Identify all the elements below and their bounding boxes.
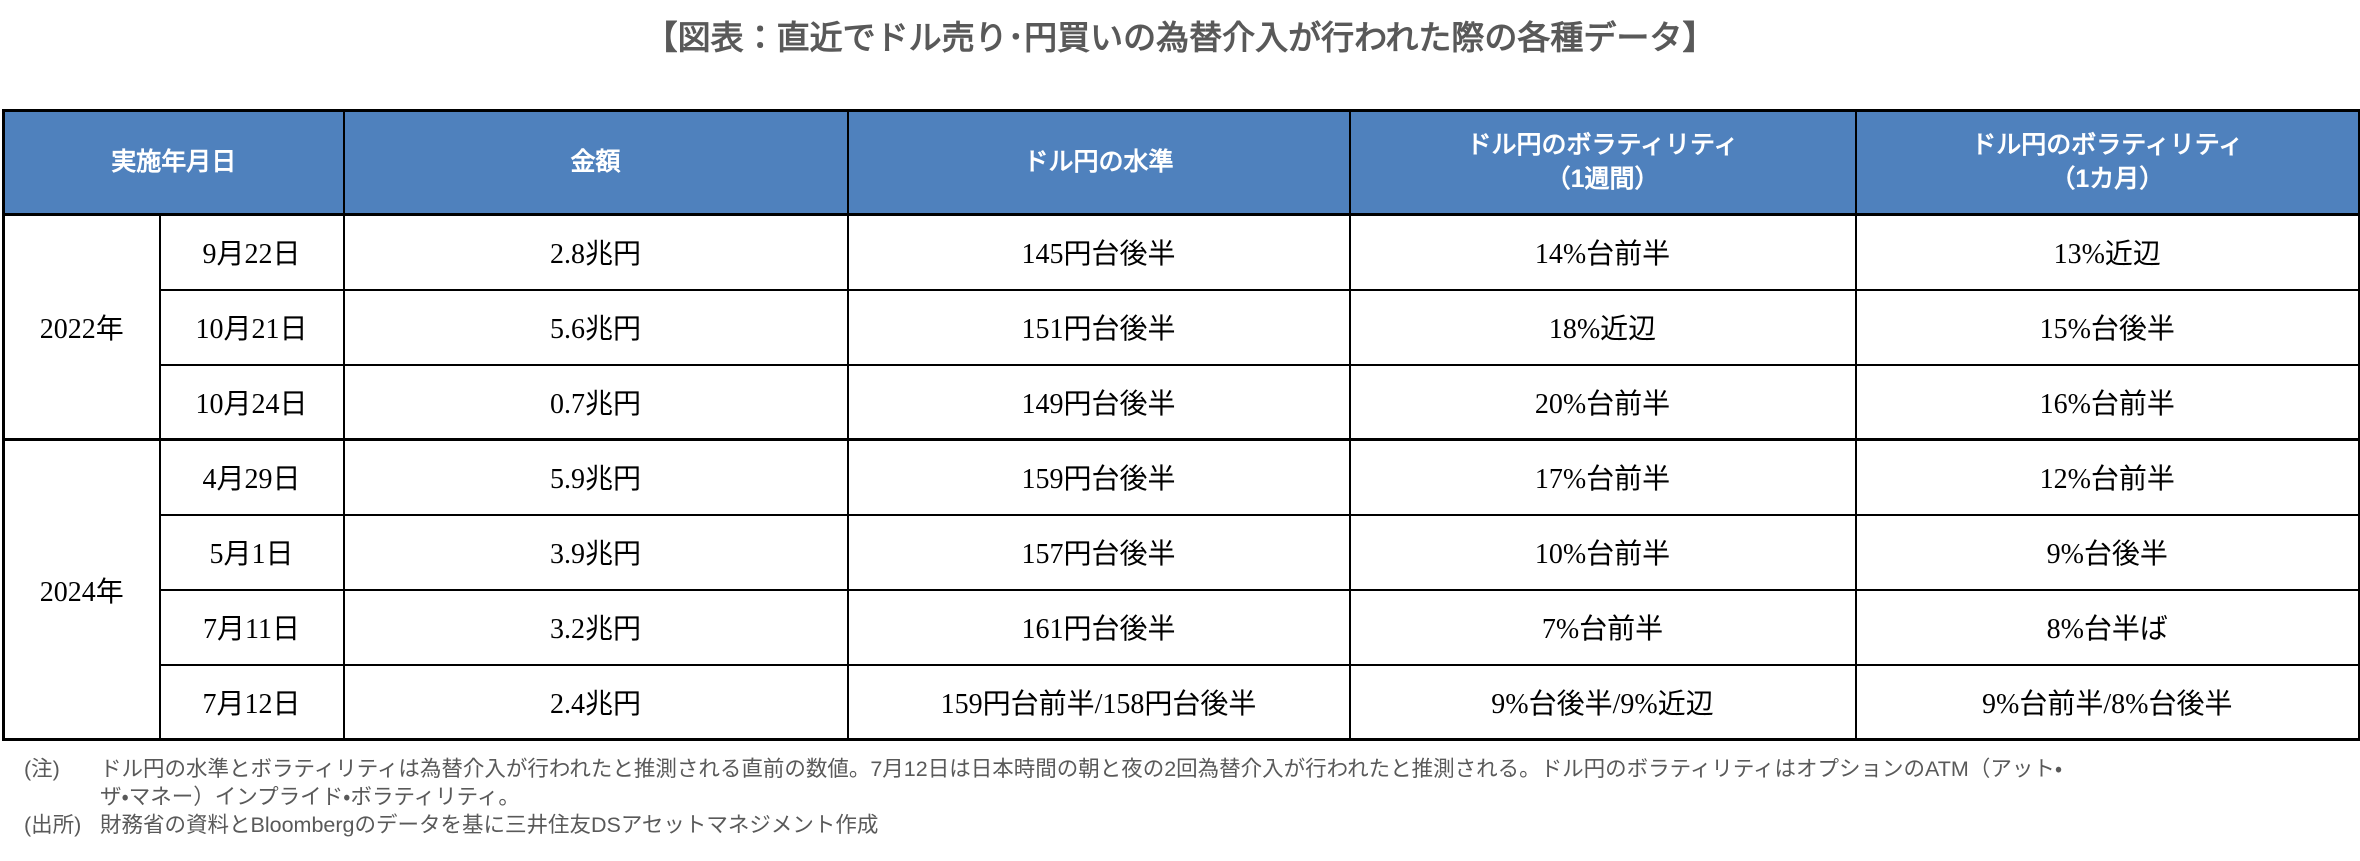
intervention-data-table: 実施年月日 金額 ドル円の水準 ドル円のボラティリティ （1週間） ドル円のボラ… [2, 109, 2360, 741]
year-cell-2024: 2024年 [2, 438, 161, 741]
amount-cell: 5.9兆円 [342, 438, 849, 516]
level-cell: 145円台後半 [846, 213, 1351, 291]
vol-1week-cell: 9%台後半/9%近辺 [1348, 663, 1857, 741]
level-cell: 159円台前半/158円台後半 [846, 663, 1351, 741]
footnotes: (注) ドル円の水準とボラティリティは為替介入が行われたと推測される直前の数値。… [24, 755, 2360, 839]
amount-cell: 3.9兆円 [342, 513, 849, 591]
date-cell: 5月1日 [158, 513, 345, 591]
source-label: (出所) [24, 813, 82, 837]
vol-1month-cell: 13%近辺 [1854, 213, 2360, 291]
table-row: 10月24日 0.7兆円 149円台後半 20%台前半 16%台前半 [4, 363, 2360, 441]
note-label: (注) [24, 757, 60, 781]
vol-1month-cell: 9%台後半 [1854, 513, 2360, 591]
date-cell: 4月29日 [158, 438, 345, 516]
level-cell: 151円台後半 [846, 288, 1351, 366]
vol-1month-cell: 9%台前半/8%台後半 [1854, 663, 2360, 741]
figure-title: 【図表：直近でドル売り･円買いの為替介入が行われた際の各種データ】 [644, 19, 1716, 56]
amount-cell: 0.7兆円 [342, 363, 849, 441]
header-volatility-1month: ドル円のボラティリティ （1カ月） [1854, 109, 2360, 216]
vol-1month-cell: 8%台半ば [1854, 588, 2360, 666]
note-line-1: ドル円の水準とボラティリティは為替介入が行われたと推測される直前の数値。7月12… [100, 757, 2063, 781]
note-row: (注) ドル円の水準とボラティリティは為替介入が行われたと推測される直前の数値。… [24, 755, 2360, 811]
vol-1week-cell: 20%台前半 [1348, 363, 1857, 441]
header-row: 実施年月日 金額 ドル円の水準 ドル円のボラティリティ （1週間） ドル円のボラ… [2, 109, 2360, 216]
date-cell: 7月12日 [158, 663, 345, 741]
vol-1week-cell: 17%台前半 [1348, 438, 1857, 516]
header-volatility-1week-sub: （1週間） [1545, 164, 1660, 193]
header-usdjpy-level: ドル円の水準 [846, 109, 1351, 216]
header-implementation-date: 実施年月日 [2, 109, 345, 216]
year-cell-2022: 2022年 [2, 213, 161, 441]
source-row: (出所) 財務省の資料とBloombergのデータを基に三井住友DSアセットマネ… [24, 811, 2360, 839]
amount-cell: 5.6兆円 [342, 288, 849, 366]
vol-1week-cell: 10%台前半 [1348, 513, 1857, 591]
amount-cell: 3.2兆円 [342, 588, 849, 666]
level-cell: 159円台後半 [846, 438, 1351, 516]
table-row: 7月11日 3.2兆円 161円台後半 7%台前半 8%台半ば [4, 588, 2360, 666]
table-row: 7月12日 2.4兆円 159円台前半/158円台後半 9%台後半/9%近辺 9… [4, 663, 2360, 741]
vol-1month-cell: 16%台前半 [1854, 363, 2360, 441]
vol-1month-cell: 15%台後半 [1854, 288, 2360, 366]
date-cell: 9月22日 [158, 213, 345, 291]
header-volatility-1month-title: ドル円のボラティリティ [1971, 130, 2244, 159]
note-text: ドル円の水準とボラティリティは為替介入が行われたと推測される直前の数値。7月12… [100, 755, 2360, 811]
table-row: 2024年 4月29日 5.9兆円 159円台後半 17%台前半 12%台前半 [2, 438, 2360, 741]
table-row: 5月1日 3.9兆円 157円台後半 10%台前半 9%台後半 [4, 513, 2360, 591]
source-text: 財務省の資料とBloombergのデータを基に三井住友DSアセットマネジメント作… [100, 813, 879, 837]
level-cell: 149円台後半 [846, 363, 1351, 441]
date-cell: 10月21日 [158, 288, 345, 366]
date-cell: 10月24日 [158, 363, 345, 441]
table-row: 10月21日 5.6兆円 151円台後半 18%近辺 15%台後半 [4, 288, 2360, 366]
amount-cell: 2.8兆円 [342, 213, 849, 291]
table-row: 2022年 9月22日 2.8兆円 145円台後半 14%台前半 13%近辺 [2, 213, 2360, 441]
amount-cell: 2.4兆円 [342, 663, 849, 741]
header-volatility-1week-title: ドル円のボラティリティ [1466, 130, 1739, 159]
vol-1week-cell: 14%台前半 [1348, 213, 1857, 291]
header-volatility-1week: ドル円のボラティリティ （1週間） [1348, 109, 1857, 216]
date-cell: 7月11日 [158, 588, 345, 666]
header-volatility-1month-sub: （1カ月） [2050, 164, 2165, 193]
vol-1week-cell: 7%台前半 [1348, 588, 1857, 666]
note-line-2: ザ・マネー）インプライド・ボラティリティ。 [100, 785, 520, 809]
vol-1week-cell: 18%近辺 [1348, 288, 1857, 366]
header-amount: 金額 [342, 109, 849, 216]
vol-1month-cell: 12%台前半 [1854, 438, 2360, 516]
level-cell: 161円台後半 [846, 588, 1351, 666]
level-cell: 157円台後半 [846, 513, 1351, 591]
